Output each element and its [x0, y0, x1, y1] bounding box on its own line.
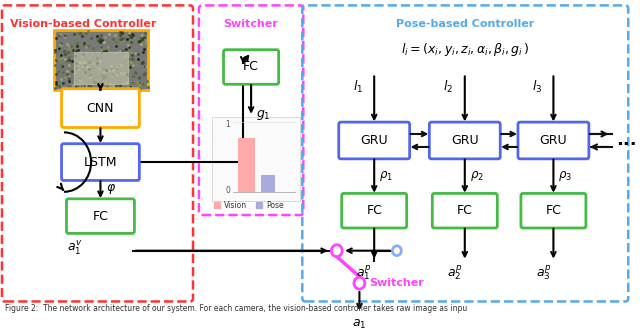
- Text: GRU: GRU: [360, 134, 388, 147]
- Text: $a_1$: $a_1$: [352, 318, 367, 331]
- Bar: [74, 52, 128, 84]
- Text: 0: 0: [225, 186, 230, 195]
- FancyBboxPatch shape: [342, 193, 406, 228]
- Text: $l_1$: $l_1$: [353, 79, 363, 95]
- FancyBboxPatch shape: [67, 199, 134, 233]
- Text: 1: 1: [226, 120, 230, 129]
- Text: CNN: CNN: [86, 102, 114, 115]
- Text: LSTM: LSTM: [84, 156, 117, 168]
- Text: $\rho_2$: $\rho_2$: [470, 169, 484, 183]
- Text: $l_2$: $l_2$: [443, 79, 453, 95]
- Text: Switcher: Switcher: [369, 278, 424, 288]
- Text: Pose-based Controller: Pose-based Controller: [396, 20, 534, 29]
- Text: $\varphi$: $\varphi$: [106, 182, 116, 196]
- Text: GRU: GRU: [451, 134, 479, 147]
- Text: FC: FC: [93, 210, 108, 223]
- FancyBboxPatch shape: [521, 193, 586, 228]
- Text: $\rho_1$: $\rho_1$: [379, 169, 393, 183]
- Text: $l_i=(x_i,y_i,z_i,\alpha_i,\beta_i,g_i\,)$: $l_i=(x_i,y_i,z_i,\alpha_i,\beta_i,g_i\,…: [401, 41, 529, 58]
- Circle shape: [392, 246, 401, 256]
- Bar: [238, 138, 255, 192]
- FancyBboxPatch shape: [54, 30, 148, 90]
- FancyBboxPatch shape: [518, 122, 589, 159]
- Text: FC: FC: [366, 204, 382, 217]
- Text: Figure 2:  The network architecture of our system. For each camera, the vision-b: Figure 2: The network architecture of ou…: [5, 305, 467, 313]
- Text: FC: FC: [457, 204, 473, 217]
- FancyBboxPatch shape: [61, 89, 140, 127]
- Text: Switcher: Switcher: [224, 20, 278, 29]
- Circle shape: [354, 277, 365, 289]
- Text: FC: FC: [545, 204, 561, 217]
- Text: $a_3^p$: $a_3^p$: [536, 264, 551, 283]
- Text: $l_3$: $l_3$: [532, 79, 542, 95]
- Text: $a_1^p$: $a_1^p$: [356, 264, 372, 283]
- Text: $\rho_3$: $\rho_3$: [558, 169, 572, 183]
- Text: Vision-based Controller: Vision-based Controller: [10, 20, 156, 29]
- FancyBboxPatch shape: [429, 122, 500, 159]
- Bar: [261, 175, 275, 192]
- FancyBboxPatch shape: [223, 50, 278, 84]
- Text: $a_1^v$: $a_1^v$: [67, 240, 83, 258]
- Circle shape: [332, 245, 342, 257]
- Text: $a_2^p$: $a_2^p$: [447, 264, 463, 283]
- FancyBboxPatch shape: [432, 193, 497, 228]
- FancyBboxPatch shape: [339, 122, 410, 159]
- Text: $g_1$: $g_1$: [256, 108, 271, 122]
- Text: FC: FC: [243, 61, 259, 73]
- Text: GRU: GRU: [540, 134, 567, 147]
- Text: ...: ...: [616, 131, 637, 150]
- Bar: [212, 117, 300, 201]
- Text: Vision: Vision: [223, 201, 246, 210]
- Text: Pose: Pose: [266, 201, 284, 210]
- FancyBboxPatch shape: [61, 144, 140, 180]
